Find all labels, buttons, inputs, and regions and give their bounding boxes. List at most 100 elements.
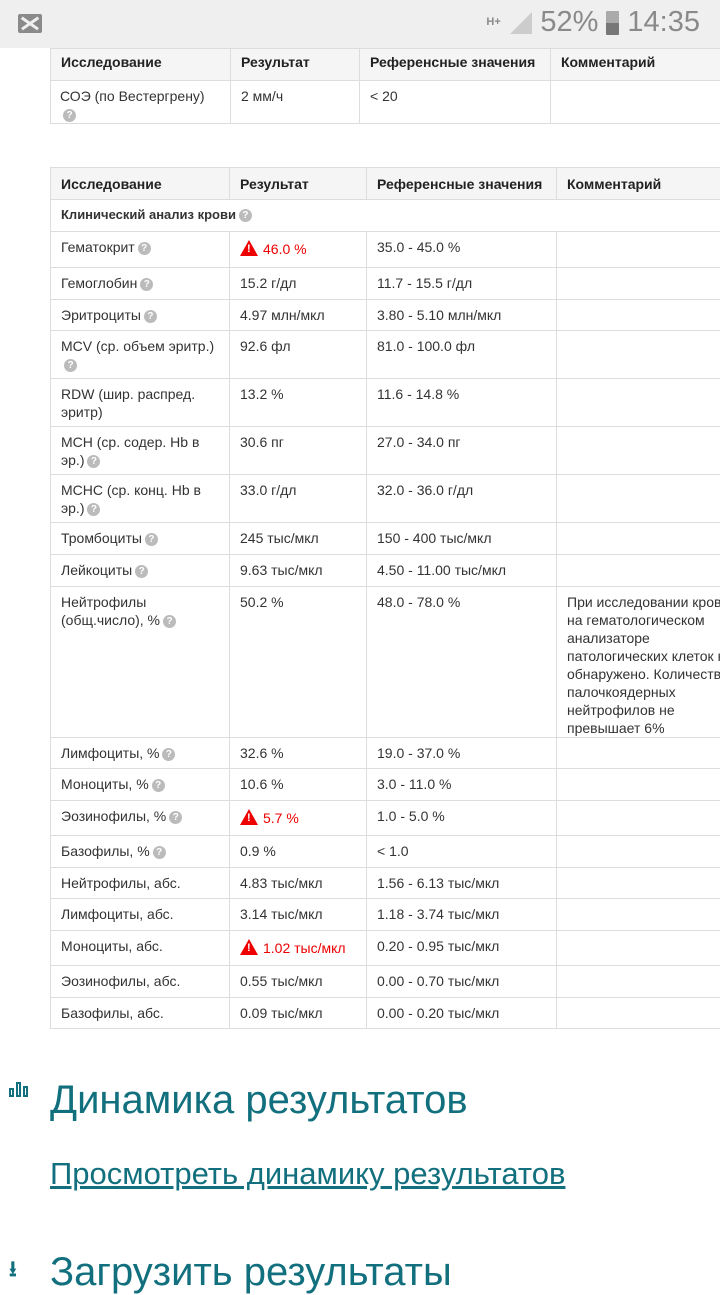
reference: 1.0 - 5.0 % <box>367 801 557 836</box>
column-header: Референсные значения <box>367 168 557 200</box>
test-name: MCHC (ср. конц. Hb в эр.) <box>61 482 201 516</box>
network-type: H+ <box>486 17 502 28</box>
result: 245 тыс/мкл <box>240 530 319 546</box>
reference: < 20 <box>360 81 551 124</box>
result: 33.0 г/дл <box>240 482 296 498</box>
warning-icon <box>240 939 258 955</box>
result: 0.9 % <box>240 843 276 859</box>
column-header: Результат <box>230 168 367 200</box>
comment <box>557 998 720 1029</box>
help-icon[interactable]: ? <box>87 503 100 516</box>
reference: 35.0 - 45.0 % <box>367 232 557 268</box>
table-row: Базофилы, %? 0.9 % < 1.0 <box>51 836 720 868</box>
help-icon[interactable]: ? <box>153 846 166 859</box>
test-name: Тромбоциты <box>61 530 142 546</box>
table-row: Нейтрофилы, абс. 4.83 тыс/мкл 1.56 - 6.1… <box>51 868 720 899</box>
comment <box>557 899 720 931</box>
result: 4.83 тыс/мкл <box>240 875 323 891</box>
test-name: Нейтрофилы (общ.число), % <box>61 594 160 628</box>
view-dynamics-link[interactable]: Просмотреть динамику результатов <box>50 1156 565 1192</box>
comment <box>557 379 720 427</box>
table-row: Моноциты, абс. 1.02 тыс/мкл 0.20 - 0.95 … <box>51 931 720 966</box>
help-icon[interactable]: ? <box>239 209 252 222</box>
help-icon[interactable]: ? <box>144 310 157 323</box>
table-row: RDW (шир. распред. эритр) 13.2 % 11.6 - … <box>51 379 720 427</box>
table-row: MCV (ср. объем эритр.)? 92.6 фл 81.0 - 1… <box>51 331 720 379</box>
comment <box>557 427 720 475</box>
result: 30.6 пг <box>240 434 284 450</box>
help-icon[interactable]: ? <box>152 779 165 792</box>
table-row: Лимфоциты, %? 32.6 % 19.0 - 37.0 % <box>51 738 720 769</box>
help-icon[interactable]: ? <box>138 242 151 255</box>
comment <box>557 966 720 998</box>
reference: 0.00 - 0.70 тыс/мкл <box>367 966 557 998</box>
table-row: MCH (ср. содер. Hb в эр.)? 30.6 пг 27.0 … <box>51 427 720 475</box>
download-heading[interactable]: Загрузить результаты <box>50 1250 452 1295</box>
help-icon[interactable]: ? <box>162 748 175 761</box>
result: 2 мм/ч <box>231 81 360 124</box>
test-name: Гематокрит <box>61 239 135 255</box>
comment <box>557 738 720 769</box>
result: 92.6 фл <box>240 338 291 354</box>
reference: 48.0 - 78.0 % <box>367 587 557 738</box>
table-row: СОЭ (по Вестергрену)? 2 мм/ч < 20 <box>51 81 720 124</box>
help-icon[interactable]: ? <box>63 109 76 122</box>
reference: 1.18 - 3.74 тыс/мкл <box>367 899 557 931</box>
test-name: Лейкоциты <box>61 562 132 578</box>
column-header: Референсные значения <box>360 49 551 81</box>
bar-chart-icon <box>9 1082 28 1097</box>
test-name: Моноциты, абс. <box>61 938 163 954</box>
column-header: Исследование <box>51 49 231 81</box>
result: 32.6 % <box>240 745 284 761</box>
test-name: СОЭ (по Вестергрену) <box>60 88 205 104</box>
column-header: Результат <box>231 49 360 81</box>
comment: При исследовании крови на гематологическ… <box>557 587 720 738</box>
table-row: Эритроциты? 4.97 млн/мкл 3.80 - 5.10 млн… <box>51 300 720 331</box>
comment <box>557 868 720 899</box>
table-row: Лимфоциты, абс. 3.14 тыс/мкл 1.18 - 3.74… <box>51 899 720 931</box>
help-icon[interactable]: ? <box>163 615 176 628</box>
result: 50.2 % <box>240 594 284 610</box>
result: 10.6 % <box>240 776 284 792</box>
warning-icon <box>240 240 258 256</box>
dynamics-heading: Динамика результатов <box>50 1078 468 1123</box>
reference: 4.50 - 11.00 тыс/мкл <box>367 555 557 587</box>
help-icon[interactable]: ? <box>140 278 153 291</box>
help-icon[interactable]: ? <box>145 533 158 546</box>
table-row: Базофилы, абс. 0.09 тыс/мкл 0.00 - 0.20 … <box>51 998 720 1029</box>
result: 0.55 тыс/мкл <box>240 973 323 989</box>
help-icon[interactable]: ? <box>135 565 148 578</box>
comment <box>557 475 720 523</box>
mail-icon <box>18 14 42 33</box>
comment <box>557 555 720 587</box>
result: 9.63 тыс/мкл <box>240 562 323 578</box>
help-icon[interactable]: ? <box>64 359 77 372</box>
result: 1.02 тыс/мкл <box>263 940 346 956</box>
test-name: Базофилы, абс. <box>61 1005 164 1021</box>
result: 3.14 тыс/мкл <box>240 906 323 922</box>
test-name: Гемоглобин <box>61 275 137 291</box>
column-header: Исследование <box>51 168 230 200</box>
reference: 11.7 - 15.5 г/дл <box>367 268 557 300</box>
table-row: Гемоглобин? 15.2 г/дл 11.7 - 15.5 г/дл <box>51 268 720 300</box>
comment <box>557 769 720 801</box>
table-row: Моноциты, %? 10.6 % 3.0 - 11.0 % <box>51 769 720 801</box>
test-name: Базофилы, % <box>61 843 150 859</box>
comment <box>557 801 720 836</box>
download-icon: ⭳ <box>9 1260 29 1280</box>
reference: < 1.0 <box>367 836 557 868</box>
comment <box>557 232 720 268</box>
help-icon[interactable]: ? <box>87 455 100 468</box>
section-title: Клинический анализ крови <box>61 207 236 222</box>
battery-icon <box>606 11 619 35</box>
test-name: MCV (ср. объем эритр.) <box>61 338 214 354</box>
comment <box>557 931 720 966</box>
column-header: Комментарий <box>557 168 720 200</box>
comment <box>557 300 720 331</box>
comment <box>551 81 720 124</box>
help-icon[interactable]: ? <box>169 811 182 824</box>
test-name: Моноциты, % <box>61 776 149 792</box>
result: 13.2 % <box>240 386 284 402</box>
test-name: RDW (шир. распред. эритр) <box>61 386 195 420</box>
reference: 19.0 - 37.0 % <box>367 738 557 769</box>
